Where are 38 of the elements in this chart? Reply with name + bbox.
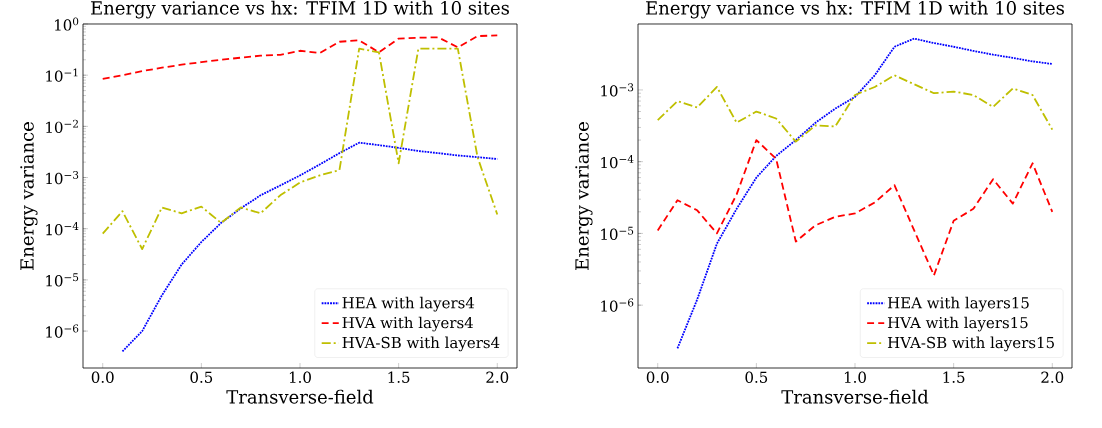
x-tick-label: 1.5	[388, 371, 410, 383]
line-series	[676, 37, 1054, 350]
line-series	[121, 141, 499, 353]
x-tick-label: 2.0	[1041, 371, 1064, 383]
y-axis-title: Energy variance	[20, 122, 38, 270]
x-tick-label: 1.0	[844, 371, 866, 383]
chart-title: Energy variance vs hx: TFIM 1D with 10 sites	[646, 0, 1064, 19]
legend-label: HEA with layers15	[887, 296, 1029, 312]
line-series	[101, 34, 499, 80]
y-tick-label: 10$^{−4}$	[601, 155, 634, 169]
y-tick-label: 10$^{0}$	[55, 17, 79, 31]
legend-label: HEA with layers4	[342, 296, 475, 312]
x-tick-label: 0.0	[646, 371, 669, 383]
line-series	[656, 139, 1054, 277]
x-tick-label: 0.5	[190, 371, 213, 383]
chart-title: Energy variance vs hx: TFIM 1D with 10 sites	[91, 0, 509, 19]
legend-label: HVA with layers15	[887, 316, 1028, 332]
x-tick-label: 0.5	[745, 371, 768, 383]
y-tick-label: 10$^{−6}$	[46, 324, 79, 338]
legend-label: HVA-SB with layers4	[342, 336, 500, 352]
legend-label: HVA-SB with layers15	[887, 336, 1054, 352]
x-tick-label: 0.0	[91, 371, 114, 383]
y-tick-label: 10$^{−6}$	[601, 298, 634, 312]
line-series	[656, 74, 1054, 143]
x-tick-label: 1.5	[943, 371, 965, 383]
y-tick-label: 10$^{−5}$	[46, 273, 79, 287]
y-tick-label: 10$^{−3}$	[601, 83, 634, 97]
x-tick-label: 2.0	[486, 371, 509, 383]
x-tick-label: 1.0	[289, 371, 311, 383]
y-axis-title: Energy variance	[575, 122, 593, 270]
y-tick-label: 10$^{−1}$	[46, 68, 78, 82]
x-axis-title: Transverse-field	[226, 389, 374, 404]
y-tick-label: 10$^{−5}$	[601, 226, 634, 240]
legend-label: HVA with layers4	[342, 316, 473, 332]
y-tick-label: 10$^{−3}$	[46, 170, 79, 185]
y-tick-label: 10$^{−2}$	[46, 119, 78, 133]
x-axis-title: Transverse-field	[781, 389, 929, 404]
y-tick-label: 10$^{−4}$	[46, 222, 79, 236]
